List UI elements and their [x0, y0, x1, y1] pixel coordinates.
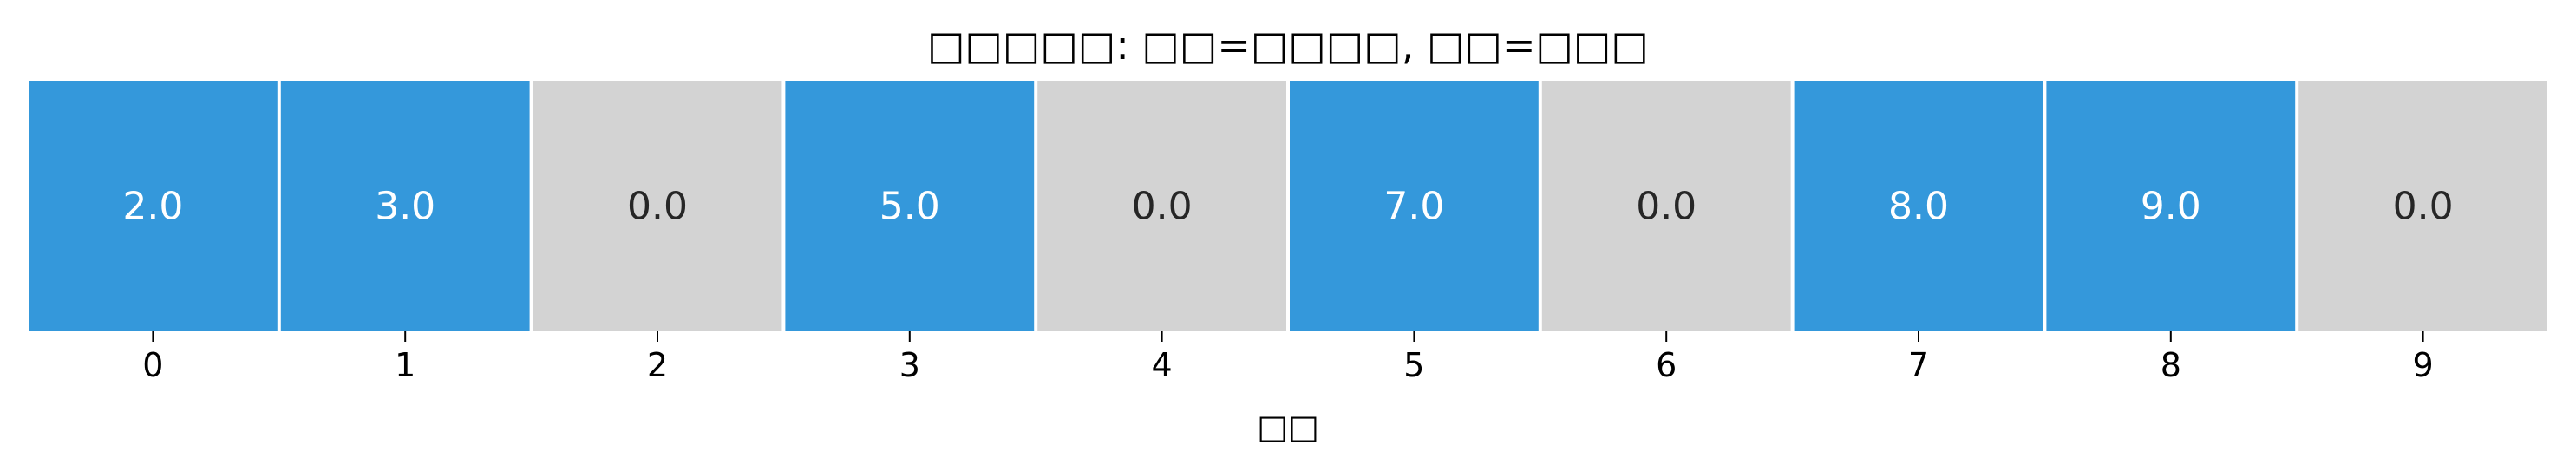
heatmap-cell — [29, 81, 278, 331]
cell-value-label: 8.0 — [1888, 185, 1949, 229]
cell-value-label: 7.0 — [1383, 185, 1444, 229]
cell-value-label: 9.0 — [2141, 185, 2201, 229]
cell-value-label: 0.0 — [2393, 185, 2454, 229]
heatmap-cell — [1794, 81, 2043, 331]
heatmap-cell — [280, 81, 530, 331]
heatmap-cells: 2.0 3.0 0.0 5.0 0.0 7.0 0.0 8.0 9.0 0.0 — [29, 81, 2547, 331]
heatmap-cell — [1541, 81, 1791, 331]
x-tick-label: 0 — [142, 346, 163, 384]
heatmap-cell — [1290, 81, 1539, 331]
x-axis-ticks: 0 1 2 3 4 5 6 7 8 9 — [142, 331, 2434, 384]
chart-title: □□□□□: □□=□□□□, □□=□□□ — [927, 22, 1649, 69]
x-axis-label: □□ — [1257, 408, 1319, 446]
x-tick-label: 1 — [395, 346, 415, 384]
cell-value-label: 0.0 — [1636, 185, 1697, 229]
cell-value-label: 0.0 — [627, 185, 688, 229]
cell-value-label: 3.0 — [375, 185, 435, 229]
x-tick-label: 7 — [1908, 346, 1929, 384]
x-tick-label: 8 — [2161, 346, 2181, 384]
x-tick-label: 3 — [899, 346, 920, 384]
heatmap-cell — [2046, 81, 2296, 331]
x-tick-label: 5 — [1403, 346, 1424, 384]
x-tick-label: 9 — [2413, 346, 2434, 384]
x-tick-label: 4 — [1152, 346, 1173, 384]
x-tick-label: 2 — [647, 346, 668, 384]
heatmap-cell — [2298, 81, 2547, 331]
heatmap-cell — [1037, 81, 1286, 331]
heatmap-cell — [533, 81, 782, 331]
cell-value-label: 5.0 — [879, 185, 940, 229]
x-tick-label: 6 — [1656, 346, 1677, 384]
cell-value-label: 2.0 — [122, 185, 183, 229]
cell-value-label: 0.0 — [1132, 185, 1193, 229]
heatmap-cell — [785, 81, 1035, 331]
